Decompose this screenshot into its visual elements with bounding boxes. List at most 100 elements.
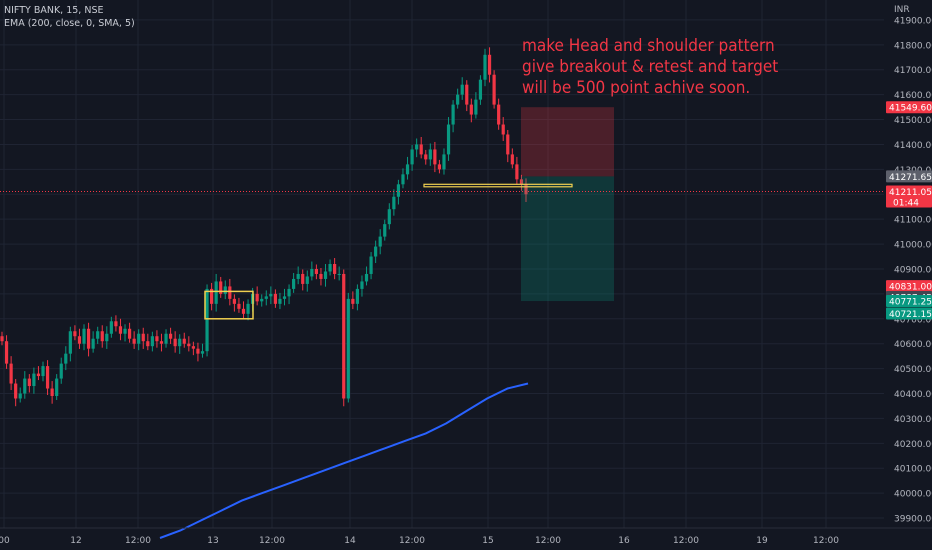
candle-body xyxy=(492,74,496,105)
candle-body xyxy=(141,333,145,342)
ema-200-line xyxy=(159,382,529,539)
candle-body xyxy=(228,286,232,299)
candle-body xyxy=(437,164,442,170)
candle-body xyxy=(191,346,195,349)
candle-body xyxy=(287,288,291,297)
candle-body xyxy=(0,336,4,342)
candle-body xyxy=(433,149,437,165)
y-tick-label: 41900.00 xyxy=(894,16,932,26)
candle-body xyxy=(364,273,369,282)
time-axis: 00 12 12:00 13 12:00 14 12:00 15 12:00 16 12:00 19 1… xyxy=(0,527,932,546)
candle-body xyxy=(27,378,31,387)
candle-body xyxy=(109,321,113,334)
candle-body xyxy=(378,236,382,247)
candle-body xyxy=(515,164,519,180)
label-green2: 40721.15 xyxy=(889,310,932,320)
candle-body xyxy=(96,331,100,339)
symbol-line[interactable]: NIFTY BANK, 15, NSE xyxy=(4,5,104,16)
candle-body xyxy=(305,276,309,284)
x-tick-label: 14 xyxy=(344,536,356,546)
candle-body xyxy=(474,99,478,115)
y-tick-label: 41000.00 xyxy=(894,241,932,251)
candle-body xyxy=(182,338,186,344)
candle-body xyxy=(273,293,277,304)
y-tick-label: 40900.00 xyxy=(894,265,932,275)
x-tick-label: 13 xyxy=(207,536,218,546)
candle-body xyxy=(137,333,141,344)
target-zone xyxy=(521,176,614,302)
candle-body xyxy=(196,348,200,354)
candle-body xyxy=(18,393,22,399)
candle-body xyxy=(510,154,514,165)
candle-body xyxy=(405,164,410,175)
annotation-line-1: make Head and shoulder pattern xyxy=(522,36,775,56)
candle-body xyxy=(55,378,59,396)
candle-series xyxy=(0,47,528,407)
label-red-bg xyxy=(886,280,932,293)
candle-body xyxy=(360,281,364,289)
x-tick-label: 19 xyxy=(756,536,768,546)
label-green1: 40771.25 xyxy=(889,298,932,308)
candle-body xyxy=(4,341,9,364)
y-tick-label: 41400.00 xyxy=(894,141,932,151)
stop-loss-zone xyxy=(521,107,614,177)
indicator-line[interactable]: EMA (200, close, 0, SMA, 5) xyxy=(4,18,135,29)
annotation-text[interactable]: make Head and shoulder pattern give brea… xyxy=(522,36,778,99)
candle-body xyxy=(36,373,41,377)
candle-body xyxy=(328,264,332,272)
candle-body xyxy=(260,298,264,302)
candle-body xyxy=(428,149,432,160)
candle-body xyxy=(301,273,305,284)
ema-line xyxy=(159,382,529,539)
candle-body xyxy=(419,144,423,155)
candle-body xyxy=(232,298,236,304)
y-tick-label: 41100.00 xyxy=(894,216,932,226)
candle-body xyxy=(374,246,378,257)
candle-body xyxy=(410,149,414,165)
candle-body xyxy=(219,281,223,294)
candle-body xyxy=(282,296,287,299)
candle-body xyxy=(237,303,241,309)
candle-body xyxy=(255,293,259,302)
candle-body xyxy=(210,288,214,304)
candle-body xyxy=(105,333,109,342)
candle-body xyxy=(369,256,373,274)
y-tick-label: 40500.00 xyxy=(894,365,932,375)
candle-body xyxy=(387,209,391,225)
candle-body xyxy=(415,144,419,150)
x-tick-label: 12 xyxy=(70,536,81,546)
candle-body xyxy=(278,298,282,304)
x-tick-label: 00 xyxy=(0,536,10,546)
candle-body xyxy=(456,94,460,105)
candle-body xyxy=(497,104,501,125)
candle-body xyxy=(73,331,77,337)
candle-body xyxy=(460,84,464,95)
candle-body xyxy=(337,273,341,275)
y-tick-label: 40100.00 xyxy=(894,465,932,475)
chart-grid xyxy=(0,0,884,528)
candle-body xyxy=(319,273,323,279)
candle-body xyxy=(524,184,528,195)
y-tick-label: 40700.00 xyxy=(894,315,932,325)
candle-body xyxy=(314,268,318,274)
candle-body xyxy=(23,378,27,394)
position-overlays xyxy=(0,107,884,320)
candle-body xyxy=(9,363,13,384)
candle-body xyxy=(246,303,250,314)
y-tick-label: 41600.00 xyxy=(894,91,932,101)
candle-body xyxy=(118,326,123,334)
x-tick-label: 12:00 xyxy=(259,536,285,546)
candle-body xyxy=(519,179,524,185)
x-tick-label: 16 xyxy=(618,536,630,546)
candle-body xyxy=(351,298,355,304)
candle-body xyxy=(241,308,246,314)
price-axis: 39900.00 40000.00 40100.00 40200.00 40300.00… xyxy=(894,5,932,525)
candle-body xyxy=(346,298,350,399)
candle-body xyxy=(14,383,18,399)
candle-body xyxy=(146,341,150,347)
candle-body xyxy=(396,184,401,197)
annotation-line-3: will be 500 point achive soon. xyxy=(522,78,751,98)
candle-body xyxy=(333,264,337,274)
label-current-countdown: 01:44 xyxy=(893,199,919,209)
